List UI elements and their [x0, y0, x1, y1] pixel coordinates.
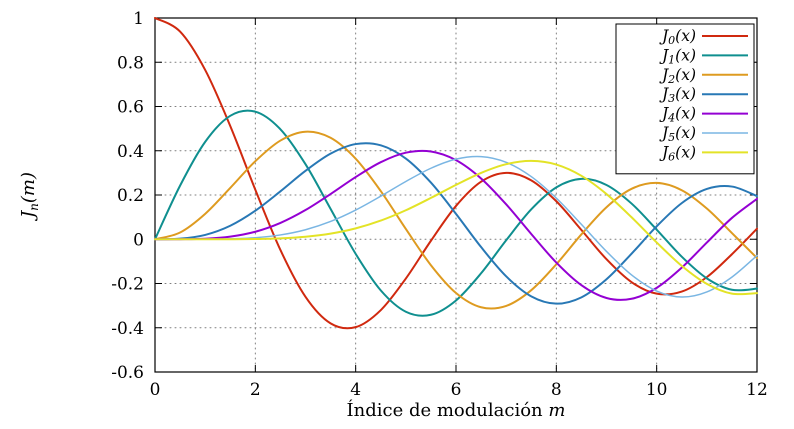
y-tick-label: -0.2	[111, 275, 144, 295]
curve-J0	[154, 17, 758, 330]
y-tick-label: 0.4	[117, 142, 144, 162]
legend-entry-J2: J2(x)	[659, 66, 748, 86]
legend-label: J0(x)	[659, 27, 696, 47]
plot-border	[154, 17, 758, 373]
y-tick-label: 0.6	[117, 98, 144, 118]
legend-box	[615, 23, 755, 175]
legend-entry-J1: J1(x)	[659, 46, 748, 66]
y-tick-label: -0.6	[111, 363, 144, 383]
legend-label: J4(x)	[659, 105, 696, 125]
y-tick-label: 1	[133, 9, 144, 29]
curve-J1	[154, 109, 758, 317]
y-tick-label: 0.8	[117, 53, 144, 73]
legend-entry-J4: J4(x)	[659, 105, 748, 125]
legend-label: J5(x)	[659, 124, 696, 144]
curve-J2	[154, 130, 758, 310]
legend-label: J6(x)	[659, 143, 696, 163]
legend-entry-J6: J6(x)	[659, 143, 748, 163]
y-tick-label: -0.4	[111, 319, 144, 339]
curve-J4	[154, 149, 758, 301]
legend: J0(x)J1(x)J2(x)J3(x)J4(x)J5(x)J6(x)	[615, 23, 755, 175]
x-axis-label: Índice de modulación m	[347, 398, 566, 421]
x-tick-label: 0	[150, 380, 161, 400]
x-tick-label: 6	[451, 380, 462, 400]
x-tick-label: 2	[250, 380, 261, 400]
y-tick-label: 0.2	[117, 186, 144, 206]
tick-labels: 1 0.8 0.6 0.4 0.2 0 -0.2 -0.4 -0.6 0 2 4 6 8 10 12	[111, 9, 768, 400]
legend-entry-J3: J3(x)	[659, 85, 748, 105]
y-axis-label: Jn(m)	[18, 172, 41, 222]
legend-entry-J5: J5(x)	[659, 124, 748, 144]
legend-label: J2(x)	[659, 66, 696, 86]
x-tick-label: 8	[551, 380, 562, 400]
curves	[154, 17, 758, 330]
curve-J6	[154, 159, 758, 296]
legend-label: J3(x)	[659, 85, 696, 105]
x-tick-label: 12	[746, 380, 768, 400]
legend-label: J1(x)	[659, 46, 696, 66]
x-tick-label: 10	[646, 380, 668, 400]
y-tick-label: 0	[133, 230, 144, 250]
curve-J3	[154, 142, 758, 305]
curve-J5	[154, 155, 758, 298]
x-tick-label: 4	[350, 380, 361, 400]
legend-entry-J0: J0(x)	[659, 27, 748, 47]
